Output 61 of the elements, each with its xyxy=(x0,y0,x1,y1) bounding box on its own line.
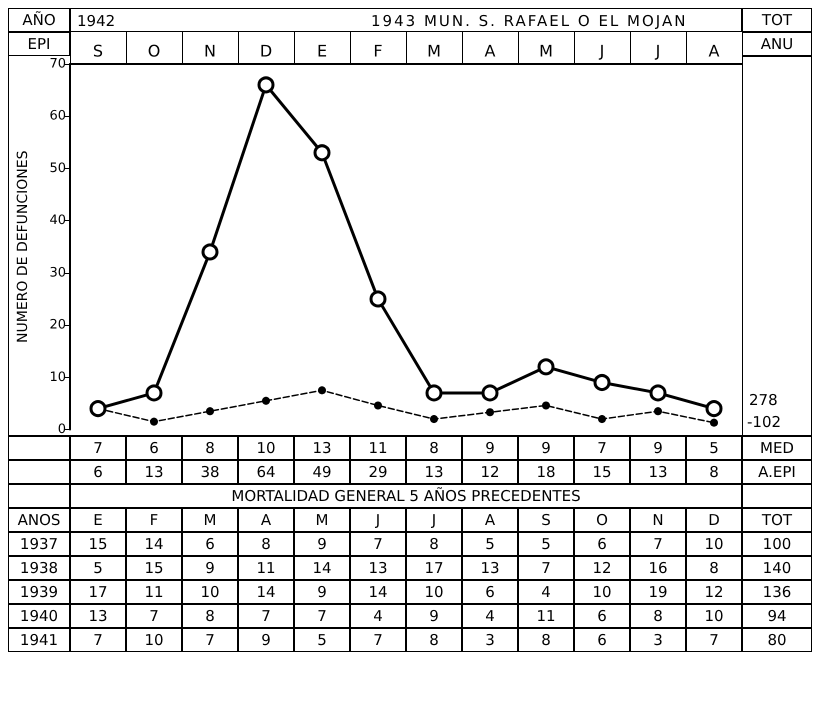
point xyxy=(598,415,606,424)
x-tick-label: O xyxy=(148,42,160,60)
point xyxy=(482,384,498,402)
text: ANOS E F M A M J J A S O N D TOT xyxy=(18,511,792,529)
text: ANU xyxy=(742,32,812,56)
y-tick-label: 0 xyxy=(58,422,66,437)
text: 1940 13 7 8 7 7 4 9 4 11 6 8 10 94 xyxy=(20,607,787,625)
point xyxy=(706,400,722,418)
point xyxy=(150,418,158,426)
point xyxy=(206,407,214,416)
text: 1939 17 11 10 14 9 14 10 6 4 10 19 12 136 xyxy=(20,583,792,601)
text: TOT xyxy=(742,8,812,32)
text: 1938 5 15 9 11 14 13 17 13 7 12 16 8 140 xyxy=(20,559,792,577)
text: -102 xyxy=(747,413,782,431)
point xyxy=(318,386,326,394)
text: 1937 15 14 6 8 9 7 8 5 5 6 7 10 100 xyxy=(20,535,792,553)
x-tick-label: J xyxy=(598,42,604,60)
y-tick-label: 40 xyxy=(49,213,66,228)
point xyxy=(370,290,386,308)
point xyxy=(594,374,610,392)
point xyxy=(426,384,442,402)
x-tick-label: M xyxy=(539,42,553,60)
point xyxy=(374,401,382,410)
y-tick-label: 60 xyxy=(49,108,66,124)
point xyxy=(486,408,494,416)
x-tick-label: E xyxy=(316,42,328,60)
x-tick-label: A xyxy=(484,42,496,60)
text: AÑO xyxy=(8,8,70,32)
text: MORTALIDAD GENERAL 5 AÑOS PRECEDENTES xyxy=(70,484,742,508)
point xyxy=(90,400,106,418)
point xyxy=(262,396,270,405)
y-tick-label: 30 xyxy=(49,265,66,280)
point xyxy=(654,407,662,416)
y-tick-label: 20 xyxy=(49,318,66,333)
y-axis-title: NUMERO DE DEFUNCIONES xyxy=(15,150,31,343)
point xyxy=(542,401,550,410)
y-tick-label: 50 xyxy=(49,160,66,176)
point xyxy=(314,144,330,162)
x-tick-label: J xyxy=(654,42,660,60)
x-tick-label: D xyxy=(260,42,272,60)
point xyxy=(710,418,718,427)
x-tick-label: F xyxy=(373,42,383,60)
text: 1942 xyxy=(77,12,116,30)
text: 7 6 8 10 13 11 8 9 9 7 9 5 MED xyxy=(93,439,794,457)
point xyxy=(430,415,438,424)
text: 1941 7 10 7 9 5 7 8 3 8 6 3 7 80 xyxy=(20,631,787,649)
point xyxy=(538,358,554,376)
point xyxy=(650,384,666,402)
y-tick-label: 70 xyxy=(49,56,66,72)
x-tick-label: N xyxy=(204,42,216,60)
x-tick-label: S xyxy=(92,42,104,60)
point xyxy=(258,76,274,94)
point xyxy=(146,384,162,402)
point xyxy=(202,243,218,260)
x-tick-label: A xyxy=(708,42,720,60)
chart-title: 1943 MUN. S. RAFAEL O EL MOJAN xyxy=(371,12,688,30)
y-tick-label: 10 xyxy=(49,370,66,385)
text: 6 13 38 64 49 29 13 12 18 15 13 8 A.EPI xyxy=(93,463,796,481)
x-tick-label: M xyxy=(427,42,441,60)
text: 278 xyxy=(749,391,778,409)
text: EPI xyxy=(8,32,70,56)
